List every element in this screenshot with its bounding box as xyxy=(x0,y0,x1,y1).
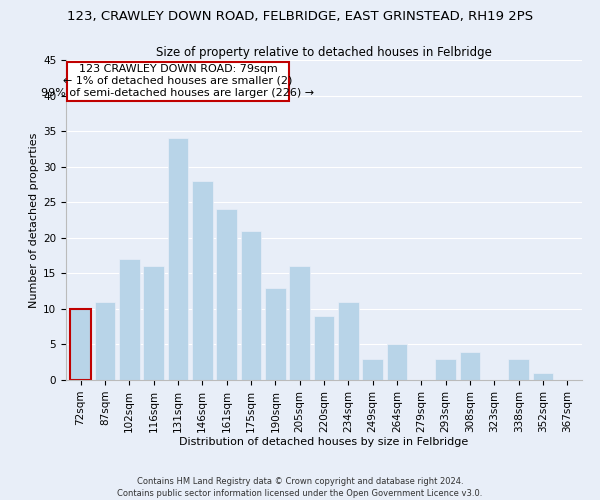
Text: Contains HM Land Registry data © Crown copyright and database right 2024.
Contai: Contains HM Land Registry data © Crown c… xyxy=(118,476,482,498)
Title: Size of property relative to detached houses in Felbridge: Size of property relative to detached ho… xyxy=(156,46,492,59)
Bar xyxy=(70,309,91,380)
Bar xyxy=(436,358,456,380)
Bar xyxy=(265,288,286,380)
Text: ← 1% of detached houses are smaller (2): ← 1% of detached houses are smaller (2) xyxy=(63,76,293,86)
Bar xyxy=(95,302,115,380)
Bar xyxy=(460,352,481,380)
Bar xyxy=(338,302,359,380)
Bar xyxy=(533,373,553,380)
Text: 123 CRAWLEY DOWN ROAD: 79sqm: 123 CRAWLEY DOWN ROAD: 79sqm xyxy=(79,64,277,74)
Bar xyxy=(143,266,164,380)
Bar xyxy=(508,358,529,380)
Text: 99% of semi-detached houses are larger (226) →: 99% of semi-detached houses are larger (… xyxy=(41,88,314,98)
Bar xyxy=(192,181,212,380)
FancyBboxPatch shape xyxy=(67,62,289,101)
Bar xyxy=(314,316,334,380)
Y-axis label: Number of detached properties: Number of detached properties xyxy=(29,132,39,308)
Bar xyxy=(167,138,188,380)
Text: 123, CRAWLEY DOWN ROAD, FELBRIDGE, EAST GRINSTEAD, RH19 2PS: 123, CRAWLEY DOWN ROAD, FELBRIDGE, EAST … xyxy=(67,10,533,23)
Bar xyxy=(119,259,140,380)
Bar xyxy=(386,344,407,380)
X-axis label: Distribution of detached houses by size in Felbridge: Distribution of detached houses by size … xyxy=(179,438,469,448)
Bar xyxy=(216,210,237,380)
Bar xyxy=(289,266,310,380)
Bar xyxy=(362,358,383,380)
Bar xyxy=(241,230,262,380)
